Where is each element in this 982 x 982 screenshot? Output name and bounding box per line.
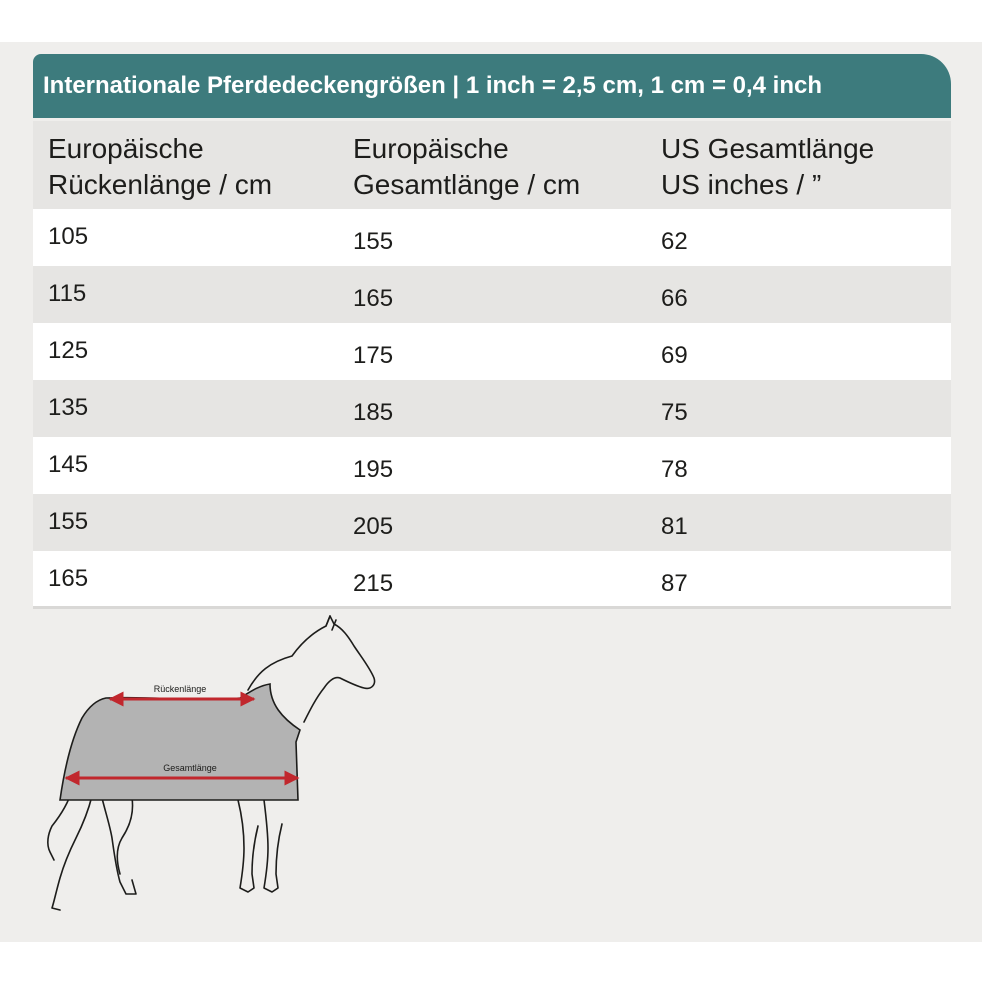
cell-back-length: 165 bbox=[48, 565, 89, 592]
column-header-line: US inches / ” bbox=[661, 169, 822, 200]
column-header-line: US Gesamtlänge bbox=[661, 133, 875, 164]
cell-total-length: 175 bbox=[353, 342, 394, 369]
cell-us-inches: 69 bbox=[661, 342, 688, 369]
cell-us-inches: 78 bbox=[661, 456, 688, 483]
cell-us-inches: 87 bbox=[661, 570, 688, 597]
table-bottom-divider bbox=[33, 606, 951, 609]
back-length-label: Rückenlänge bbox=[154, 684, 207, 694]
cell-total-length: 185 bbox=[353, 399, 394, 426]
column-header-back-length: Europäische Rückenlänge / cm bbox=[48, 121, 272, 209]
column-header-line: Rückenlänge / cm bbox=[48, 169, 273, 200]
table-row: 165 215 87 bbox=[33, 551, 951, 608]
total-length-label: Gesamtlänge bbox=[163, 763, 217, 773]
table-header-row: Europäische Rückenlänge / cm Europäische… bbox=[33, 121, 951, 209]
cell-back-length: 125 bbox=[48, 337, 89, 364]
table-row: 145 195 78 bbox=[33, 437, 951, 494]
table-row: 135 185 75 bbox=[33, 380, 951, 437]
cell-total-length: 195 bbox=[353, 456, 394, 483]
cell-back-length: 115 bbox=[48, 280, 87, 307]
cell-total-length: 155 bbox=[353, 228, 394, 255]
horse-outline bbox=[47, 615, 376, 911]
cell-back-length: 135 bbox=[48, 394, 89, 421]
horse-blanket-diagram: Rückenlänge Gesamtlänge bbox=[47, 615, 376, 911]
size-table: Europäische Rückenlänge / cm Europäische… bbox=[33, 121, 951, 608]
cell-back-length: 105 bbox=[48, 223, 89, 250]
cell-us-inches: 66 bbox=[661, 285, 688, 312]
column-header-us-length: US Gesamtlänge US inches / ” bbox=[661, 121, 874, 209]
cell-us-inches: 81 bbox=[661, 513, 688, 540]
horse-blanket bbox=[59, 683, 301, 801]
table-row: 155 205 81 bbox=[33, 494, 951, 551]
column-header-line: Gesamtlänge / cm bbox=[353, 169, 581, 200]
table-title: Internationale Pferdedeckengrößen | 1 in… bbox=[33, 54, 951, 118]
column-header-line: Europäische bbox=[353, 133, 509, 164]
cell-total-length: 215 bbox=[353, 570, 394, 597]
table-row: 105 155 62 bbox=[33, 209, 951, 266]
cell-total-length: 165 bbox=[353, 285, 394, 312]
column-header-line: Europäische bbox=[48, 133, 204, 164]
cell-us-inches: 75 bbox=[661, 399, 688, 426]
cell-back-length: 155 bbox=[48, 508, 89, 535]
cell-us-inches: 62 bbox=[661, 228, 688, 255]
table-row: 125 175 69 bbox=[33, 323, 951, 380]
cell-total-length: 205 bbox=[353, 513, 394, 540]
table-row: 115 165 66 bbox=[33, 266, 951, 323]
cell-back-length: 145 bbox=[48, 451, 89, 478]
column-header-total-length: Europäische Gesamtlänge / cm bbox=[353, 121, 580, 209]
